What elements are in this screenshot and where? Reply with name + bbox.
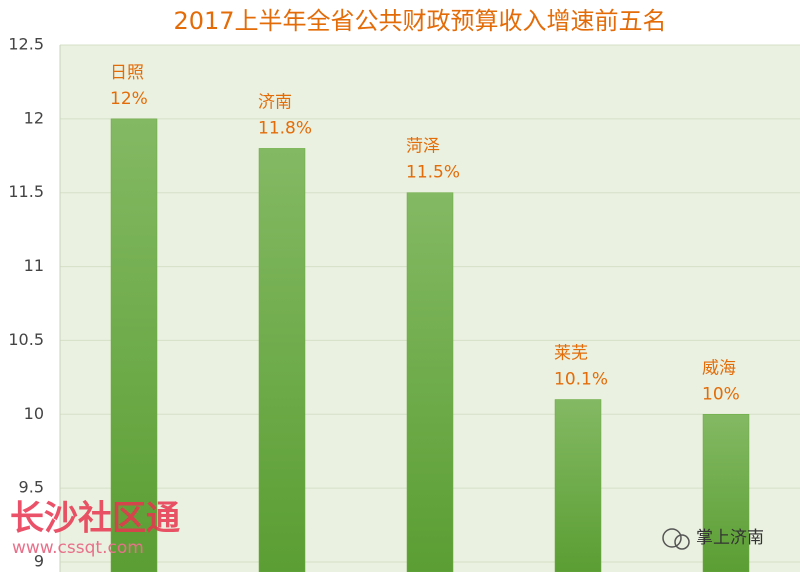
y-tick-label: 12.5 <box>8 35 44 54</box>
y-tick-label: 10.5 <box>8 330 44 349</box>
y-tick-label: 11.5 <box>8 182 44 201</box>
category-label: 威海 <box>702 358 736 378</box>
watermark: www.cssqt.com <box>12 538 144 558</box>
y-tick-label: 10 <box>24 404 44 423</box>
value-label: 10% <box>702 384 740 404</box>
bar <box>554 399 602 572</box>
y-tick-label: 12 <box>24 108 44 127</box>
watermark: 长沙社区通 <box>10 499 180 539</box>
value-label: 10.1% <box>554 370 608 390</box>
bar <box>702 414 750 572</box>
value-label: 11.8% <box>258 118 312 138</box>
bar <box>258 148 306 572</box>
y-tick-label: 11 <box>24 256 44 275</box>
category-label: 日照 <box>110 63 144 83</box>
value-label: 11.5% <box>406 163 460 183</box>
wechat-icon <box>662 528 682 548</box>
bar <box>110 118 158 572</box>
y-tick-label: 9 <box>34 552 44 571</box>
watermark: 掌上济南 <box>696 528 764 548</box>
category-label: 济南 <box>258 92 292 112</box>
y-tick-label: 9.5 <box>19 478 44 497</box>
category-label: 菏泽 <box>406 137 440 157</box>
value-label: 12% <box>110 89 148 109</box>
chart-title: 2017上半年全省公共财政预算收入增速前五名 <box>173 7 666 35</box>
bar <box>406 192 454 572</box>
wechat-icon <box>674 534 690 550</box>
category-label: 莱芜 <box>554 344 588 364</box>
